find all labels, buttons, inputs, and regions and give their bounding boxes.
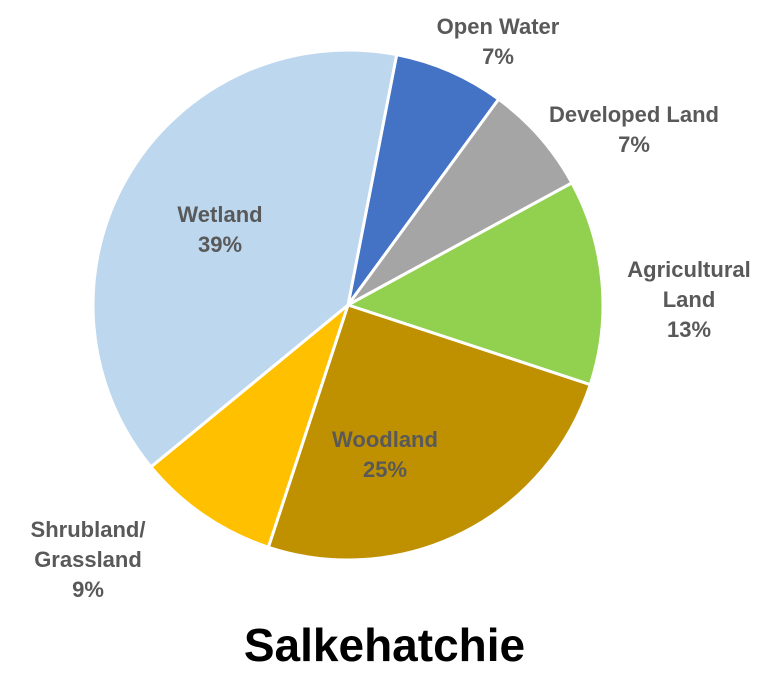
pie-slice bbox=[344, 180, 605, 387]
pie-slice bbox=[91, 48, 399, 469]
pie-slice bbox=[266, 303, 593, 562]
slice-label: Wetland 39% bbox=[140, 200, 300, 260]
pie-slice bbox=[346, 97, 574, 307]
pie-slice bbox=[148, 300, 352, 550]
category-label: Open Water bbox=[436, 14, 560, 39]
value-label: 25% bbox=[362, 457, 408, 482]
slice-label: Agricultural Land 13% bbox=[619, 255, 759, 345]
value-label: 7% bbox=[618, 132, 650, 157]
category-label: Developed Land bbox=[549, 102, 719, 127]
category-label: Woodland bbox=[332, 427, 438, 452]
slice-label: Open Water 7% bbox=[398, 12, 598, 72]
chart-title: Salkehatchie bbox=[243, 619, 526, 671]
slice-label: Woodland 25% bbox=[305, 425, 465, 485]
category-label: Agricultural Land bbox=[627, 257, 751, 312]
category-label: Wetland bbox=[177, 202, 263, 227]
value-label: 9% bbox=[72, 577, 104, 602]
slice-label: Shrubland/ Grassland 9% bbox=[8, 515, 168, 605]
value-label: 13% bbox=[666, 317, 712, 342]
value-label: 39% bbox=[197, 232, 243, 257]
category-label: Shrubland/ Grassland bbox=[30, 517, 146, 572]
slice-label: Developed Land 7% bbox=[514, 100, 754, 160]
value-label: 7% bbox=[482, 44, 514, 69]
